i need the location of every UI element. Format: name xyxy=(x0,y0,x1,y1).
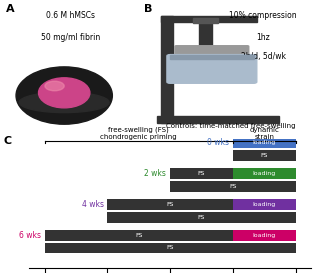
Bar xyxy=(160,16,173,123)
Bar xyxy=(233,150,296,161)
Bar xyxy=(233,168,296,179)
FancyBboxPatch shape xyxy=(175,46,249,57)
Bar xyxy=(170,181,296,192)
Text: FS: FS xyxy=(198,215,205,219)
Bar xyxy=(45,230,233,241)
Text: dynamic
strain: dynamic strain xyxy=(249,127,279,140)
Text: FS: FS xyxy=(229,184,237,189)
Text: Controls: time-matched free-swelling: Controls: time-matched free-swelling xyxy=(166,123,296,129)
Text: FS: FS xyxy=(135,233,143,238)
Text: free-swelling (FS)
chondrogenic priming: free-swelling (FS) chondrogenic priming xyxy=(100,126,177,140)
Bar xyxy=(199,22,212,46)
Ellipse shape xyxy=(19,92,109,113)
FancyBboxPatch shape xyxy=(167,55,257,83)
Text: 2h/d, 5d/wk: 2h/d, 5d/wk xyxy=(241,52,286,61)
Text: loading: loading xyxy=(253,202,276,207)
Text: 10% compression: 10% compression xyxy=(230,11,297,20)
Text: 2 wks: 2 wks xyxy=(144,169,166,178)
Bar xyxy=(233,199,296,210)
Bar xyxy=(193,18,218,23)
Text: loading: loading xyxy=(253,140,276,145)
Text: 0 wks: 0 wks xyxy=(207,138,229,147)
Text: 6 wks: 6 wks xyxy=(19,231,41,240)
Text: FS: FS xyxy=(167,245,174,251)
Text: 50 mg/ml fibrin: 50 mg/ml fibrin xyxy=(41,33,100,42)
Text: FS: FS xyxy=(167,202,174,207)
Text: A: A xyxy=(6,4,15,14)
Bar xyxy=(157,116,279,123)
Bar xyxy=(45,242,296,253)
Text: C: C xyxy=(3,136,11,147)
Text: FS: FS xyxy=(261,153,268,158)
Text: 0.6 M hMSCs: 0.6 M hMSCs xyxy=(46,11,95,20)
Bar xyxy=(233,230,296,241)
Ellipse shape xyxy=(16,67,112,124)
Bar xyxy=(170,55,254,59)
Bar xyxy=(170,168,233,179)
Bar xyxy=(160,16,257,22)
Bar xyxy=(107,199,233,210)
Text: FS: FS xyxy=(198,171,205,176)
Ellipse shape xyxy=(39,78,90,108)
Text: loading: loading xyxy=(253,233,276,238)
Text: loading: loading xyxy=(253,171,276,176)
Text: 4 wks: 4 wks xyxy=(82,200,104,209)
Text: B: B xyxy=(144,4,153,14)
Text: 1hz: 1hz xyxy=(256,33,270,42)
Bar xyxy=(233,137,296,148)
Ellipse shape xyxy=(45,81,64,91)
Bar xyxy=(107,212,296,222)
